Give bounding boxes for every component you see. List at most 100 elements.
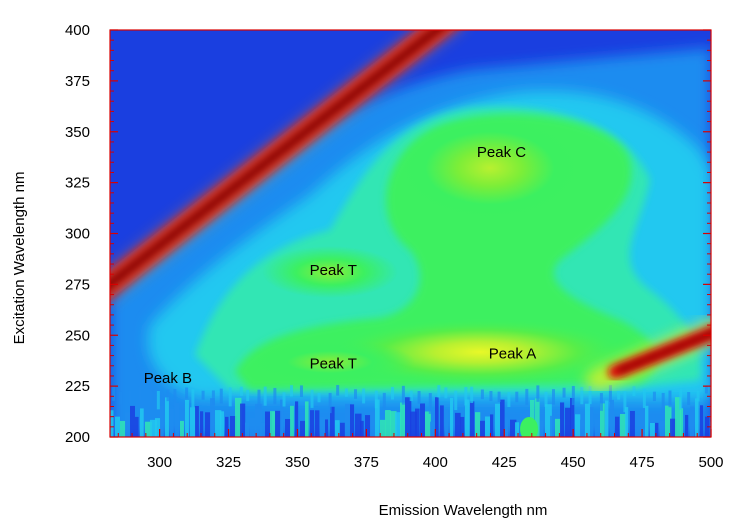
noise-streak bbox=[340, 422, 345, 437]
noise-streak bbox=[239, 386, 243, 396]
noise-streak bbox=[380, 419, 386, 437]
noise-streak bbox=[370, 411, 376, 437]
noise-streak bbox=[382, 392, 386, 411]
noise-streak bbox=[275, 410, 282, 437]
noise-streak bbox=[599, 392, 603, 411]
y-tick-label: 400 bbox=[65, 22, 90, 39]
noise-streak bbox=[205, 412, 211, 437]
noise-streak bbox=[580, 386, 584, 405]
noise-streak bbox=[485, 416, 491, 437]
noise-streak bbox=[590, 407, 594, 437]
noise-streak bbox=[625, 407, 629, 437]
noise-streak bbox=[245, 422, 250, 437]
noise-streak bbox=[420, 403, 426, 437]
noise-streak bbox=[190, 407, 197, 437]
noise-streak bbox=[655, 422, 659, 437]
y-tick-label: 325 bbox=[65, 175, 90, 192]
noise-streak bbox=[149, 387, 153, 403]
x-tick-label: 325 bbox=[216, 454, 241, 471]
y-tick-label: 350 bbox=[65, 124, 90, 141]
noise-streak bbox=[410, 411, 417, 437]
noise-streak bbox=[400, 402, 406, 437]
noise-streak bbox=[345, 403, 352, 437]
noise-streak bbox=[160, 405, 164, 437]
noise-streak bbox=[273, 387, 277, 405]
noise-streak bbox=[545, 404, 552, 437]
peak-annotations: Peak C Peak T Peak A Peak T Peak B bbox=[144, 144, 537, 387]
noise-streak bbox=[417, 391, 421, 404]
noise-streak bbox=[623, 391, 627, 413]
noise-streak bbox=[571, 386, 575, 406]
noise-streak bbox=[679, 388, 683, 410]
noise-streak bbox=[660, 420, 665, 437]
noise-streak bbox=[665, 405, 672, 437]
noise-streak bbox=[211, 390, 215, 405]
noise-streak bbox=[235, 397, 242, 437]
noise-streak bbox=[220, 411, 225, 437]
noise-streak bbox=[362, 388, 366, 404]
noise-streak bbox=[570, 397, 575, 437]
noise-streak bbox=[405, 397, 412, 437]
noise-streak bbox=[255, 403, 262, 437]
noise-streak bbox=[650, 422, 655, 437]
peak-label: Peak A bbox=[489, 346, 537, 363]
noise-streak bbox=[687, 392, 691, 405]
noise-streak bbox=[632, 386, 636, 397]
noise-streak bbox=[285, 418, 291, 437]
noise-streak bbox=[555, 418, 561, 437]
noise-streak bbox=[608, 385, 612, 403]
y-axis-title: Excitation Wavelength nm bbox=[11, 172, 28, 345]
noise-streak bbox=[201, 390, 205, 400]
noise-streak bbox=[257, 389, 261, 408]
noise-streak bbox=[652, 391, 656, 402]
noise-streak bbox=[454, 390, 458, 411]
noise-streak bbox=[680, 408, 684, 437]
x-tick-label: 350 bbox=[285, 454, 310, 471]
noise-streak bbox=[395, 412, 401, 437]
noise-streak bbox=[119, 391, 123, 405]
noise-streak bbox=[444, 387, 448, 399]
x-tick-label: 475 bbox=[630, 454, 655, 471]
noise-streak bbox=[435, 397, 439, 437]
y-tick-label: 200 bbox=[65, 429, 90, 446]
noise-streak bbox=[240, 403, 246, 437]
noise-streak bbox=[475, 412, 481, 437]
noise-streak bbox=[464, 387, 468, 406]
noise-streak bbox=[290, 385, 294, 397]
noise-streak bbox=[219, 388, 223, 404]
noise-streak bbox=[335, 420, 340, 437]
noise-streak bbox=[165, 397, 169, 437]
noise-streak bbox=[695, 398, 699, 437]
noise-streak bbox=[110, 410, 114, 437]
noise-streak bbox=[696, 390, 700, 402]
noise-streak bbox=[320, 417, 327, 437]
noise-streak bbox=[668, 390, 672, 408]
noise-streak bbox=[515, 422, 520, 437]
noise-streak bbox=[700, 405, 704, 437]
noise-streak bbox=[510, 419, 517, 437]
noise-streak bbox=[565, 407, 571, 437]
y-axis-ticks: 200 225 250 275 300 325 350 375 400 bbox=[65, 22, 711, 446]
noise-streak bbox=[390, 411, 397, 437]
noise-streak bbox=[200, 411, 204, 437]
x-tick-label: 450 bbox=[561, 454, 586, 471]
x-tick-label: 375 bbox=[354, 454, 379, 471]
noise-streak bbox=[365, 415, 371, 437]
noise-streak bbox=[125, 412, 132, 437]
noise-streak bbox=[305, 401, 309, 437]
noise-streak bbox=[525, 388, 529, 406]
noise-streak bbox=[210, 398, 215, 437]
peak-label: Peak C bbox=[477, 144, 526, 161]
noise-streak bbox=[180, 420, 184, 437]
noise-streak bbox=[310, 410, 315, 437]
noise-streak bbox=[620, 413, 627, 437]
noise-streak bbox=[455, 412, 461, 437]
peak-label: Peak B bbox=[144, 370, 192, 387]
noise-streak bbox=[505, 417, 509, 437]
noise-streak bbox=[490, 414, 494, 437]
noise-streak bbox=[635, 414, 641, 437]
noise-streak bbox=[480, 420, 485, 437]
noise-streak bbox=[409, 390, 413, 402]
noise-streak bbox=[385, 410, 391, 437]
